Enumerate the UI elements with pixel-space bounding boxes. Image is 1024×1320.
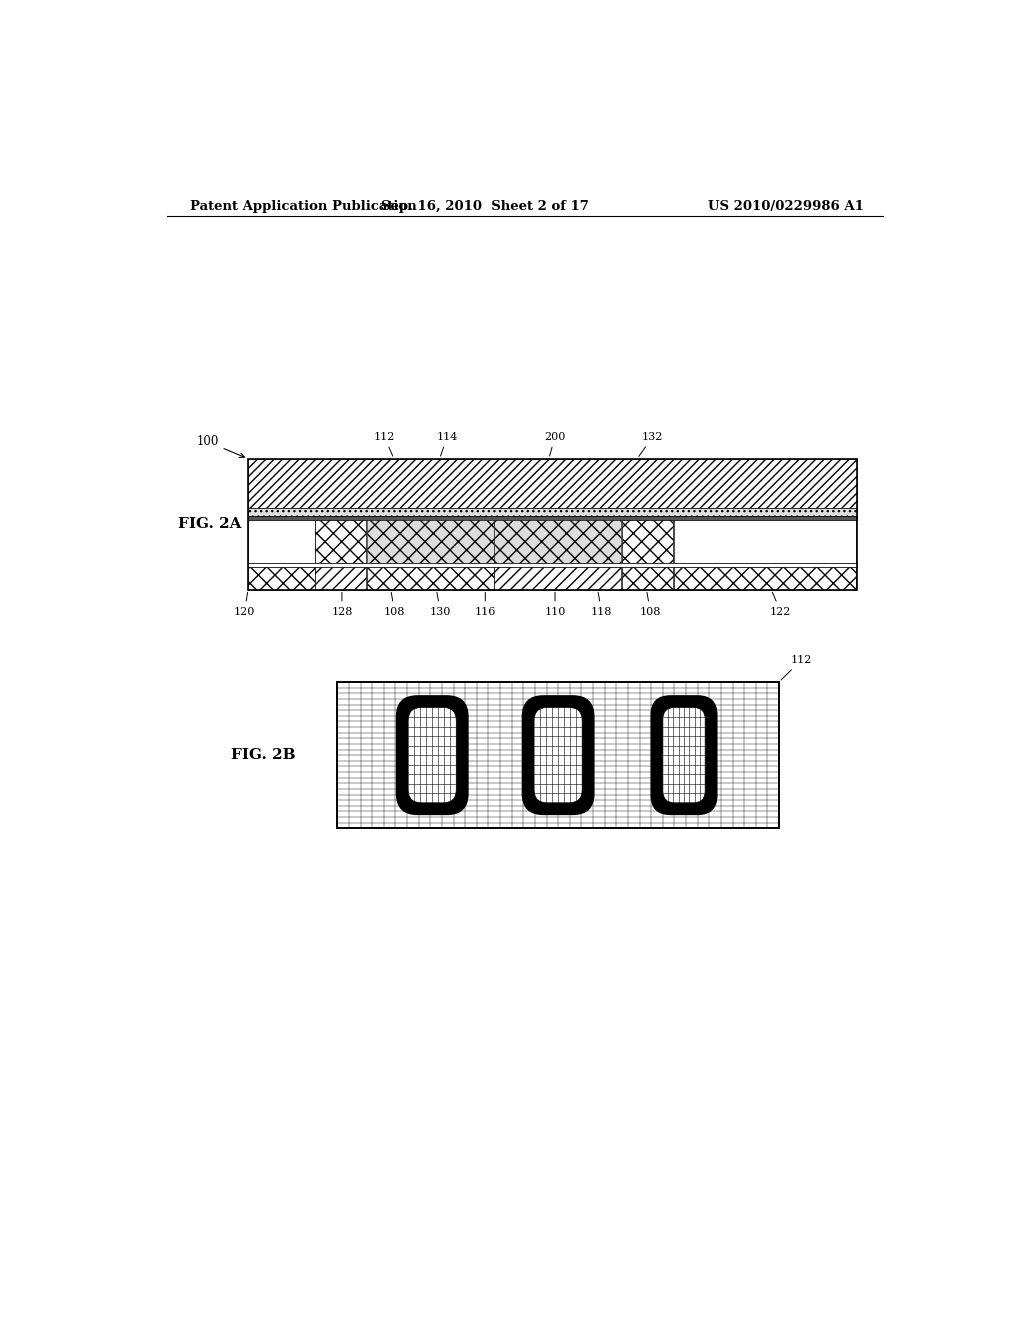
Text: 100: 100 — [197, 436, 245, 458]
Text: 132: 132 — [639, 432, 664, 457]
FancyBboxPatch shape — [650, 696, 718, 816]
Bar — [248, 564, 856, 568]
FancyBboxPatch shape — [535, 708, 583, 803]
Bar — [248, 520, 314, 564]
Text: 122: 122 — [770, 593, 792, 616]
Bar — [622, 568, 673, 590]
Text: 110: 110 — [545, 593, 565, 616]
Bar — [314, 568, 366, 590]
Bar — [674, 568, 856, 590]
FancyBboxPatch shape — [396, 696, 469, 816]
Bar — [314, 520, 366, 564]
Bar — [248, 508, 856, 516]
Text: US 2010/0229986 A1: US 2010/0229986 A1 — [709, 199, 864, 213]
FancyBboxPatch shape — [521, 696, 595, 816]
FancyBboxPatch shape — [409, 708, 457, 803]
Bar — [248, 459, 856, 508]
Text: 112: 112 — [374, 432, 395, 457]
Bar — [337, 682, 779, 829]
Text: 112: 112 — [781, 655, 812, 680]
Text: 108: 108 — [640, 593, 662, 616]
Bar — [337, 682, 779, 829]
Text: FIG. 2A: FIG. 2A — [177, 517, 241, 531]
Text: 118: 118 — [591, 593, 612, 616]
FancyBboxPatch shape — [663, 708, 706, 803]
Bar — [248, 459, 856, 590]
Text: 116: 116 — [474, 593, 496, 616]
Text: 200: 200 — [545, 432, 565, 455]
Bar — [674, 520, 856, 564]
Text: 108: 108 — [384, 593, 406, 616]
Bar — [248, 568, 314, 590]
Bar — [494, 520, 621, 564]
Bar — [248, 516, 856, 520]
Text: Patent Application Publication: Patent Application Publication — [190, 199, 417, 213]
Text: 114: 114 — [436, 432, 458, 457]
Text: 130: 130 — [430, 593, 451, 616]
Bar — [494, 568, 621, 590]
Text: Sep. 16, 2010  Sheet 2 of 17: Sep. 16, 2010 Sheet 2 of 17 — [381, 199, 589, 213]
Bar — [367, 520, 494, 564]
Bar — [367, 568, 494, 590]
Text: FIG. 2B: FIG. 2B — [231, 748, 296, 762]
Bar — [622, 520, 673, 564]
Text: 128: 128 — [331, 593, 352, 616]
Text: 120: 120 — [233, 593, 255, 616]
